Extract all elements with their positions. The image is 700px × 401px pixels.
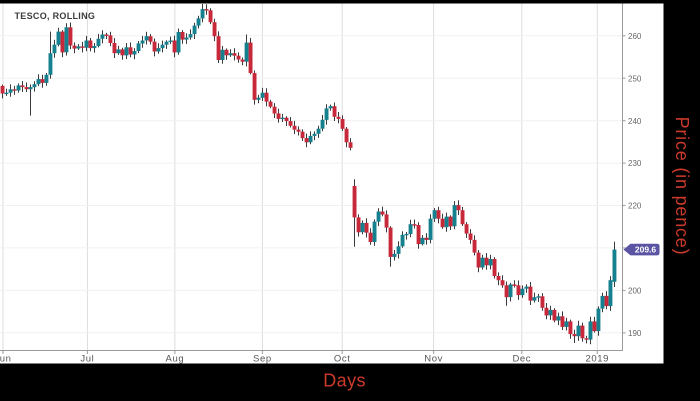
svg-text:260: 260 (628, 32, 642, 41)
svg-text:250: 250 (628, 74, 642, 83)
svg-text:Oct: Oct (334, 354, 351, 365)
svg-text:Days: Days (323, 371, 366, 391)
svg-text:Sep: Sep (253, 354, 272, 365)
svg-text:230: 230 (628, 159, 642, 168)
svg-text:200: 200 (628, 287, 642, 296)
svg-text:Jul: Jul (80, 354, 94, 365)
svg-text:190: 190 (628, 329, 642, 338)
svg-text:Nov: Nov (424, 354, 443, 365)
svg-text:Price (in pence): Price (in pence) (672, 117, 692, 256)
svg-text:Aug: Aug (166, 354, 185, 365)
svg-text:TESCO, ROLLING: TESCO, ROLLING (15, 11, 96, 21)
svg-text:Dec: Dec (512, 354, 531, 365)
svg-text:220: 220 (628, 202, 642, 211)
svg-text:240: 240 (628, 117, 642, 126)
svg-text:209.6: 209.6 (635, 245, 657, 255)
svg-text:2019: 2019 (586, 354, 610, 365)
svg-text:Jun: Jun (0, 354, 12, 365)
